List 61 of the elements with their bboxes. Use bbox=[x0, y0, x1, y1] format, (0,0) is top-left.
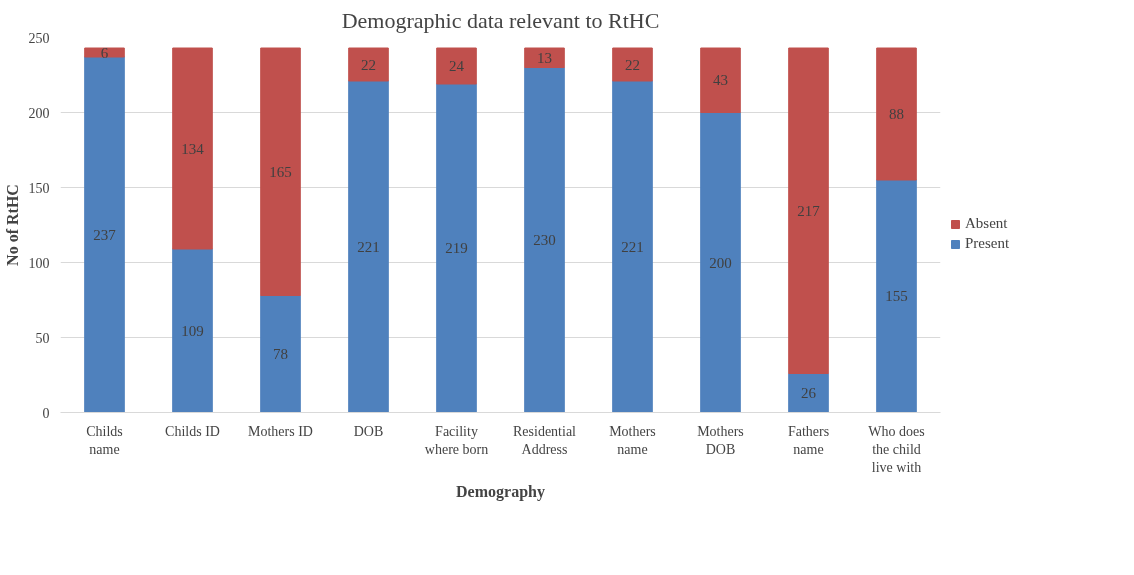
legend-label: Present bbox=[965, 235, 1010, 252]
x-tick-label: Mothers ID bbox=[248, 423, 313, 439]
bar bbox=[260, 47, 301, 296]
bar bbox=[788, 373, 829, 413]
data-label: 26 bbox=[801, 385, 817, 401]
y-axis-title: No of RtHC bbox=[3, 184, 21, 266]
bar bbox=[524, 67, 565, 413]
bar bbox=[876, 179, 917, 413]
data-label: 134 bbox=[181, 140, 205, 157]
data-label: 24 bbox=[449, 58, 465, 74]
data-label: 13 bbox=[537, 49, 552, 66]
bar bbox=[876, 47, 917, 181]
bar bbox=[172, 248, 213, 413]
bar bbox=[788, 47, 829, 374]
data-label: 43 bbox=[713, 72, 728, 89]
bar bbox=[436, 83, 477, 413]
y-tick-label: 100 bbox=[28, 255, 50, 271]
legend-label: Absent bbox=[965, 215, 1008, 232]
x-tick-label: Mothers name bbox=[609, 423, 656, 457]
data-label: 155 bbox=[885, 288, 908, 305]
y-tick-label: 200 bbox=[28, 105, 50, 121]
data-label: 6 bbox=[100, 44, 109, 61]
x-axis-title: Demography bbox=[456, 482, 545, 501]
data-label: 230 bbox=[533, 232, 556, 248]
bar bbox=[524, 47, 565, 68]
bar bbox=[172, 47, 213, 250]
x-tick-label: Mothers DOB bbox=[697, 423, 744, 457]
bar bbox=[84, 47, 125, 58]
data-label: 109 bbox=[181, 322, 204, 339]
data-label: 221 bbox=[621, 238, 644, 255]
data-label: 22 bbox=[625, 56, 640, 73]
x-tick-label: Childs ID bbox=[165, 423, 220, 439]
data-label: 237 bbox=[93, 226, 117, 243]
y-tick-label: 50 bbox=[35, 330, 50, 346]
bar bbox=[700, 47, 741, 113]
data-label: 217 bbox=[797, 202, 821, 219]
data-label: 221 bbox=[357, 238, 380, 255]
bar bbox=[612, 47, 653, 82]
data-label: 78 bbox=[273, 346, 288, 362]
data-label: 88 bbox=[889, 106, 904, 122]
bar bbox=[348, 47, 389, 82]
bar bbox=[700, 112, 741, 413]
data-label: 200 bbox=[709, 254, 732, 271]
x-tick-label: Facility where born bbox=[424, 423, 489, 457]
bar bbox=[612, 80, 653, 413]
x-tick-label: DOB bbox=[353, 423, 384, 439]
x-tick-label: Who does the child live with bbox=[868, 423, 925, 475]
data-label: 165 bbox=[269, 163, 292, 180]
data-label: 22 bbox=[361, 56, 376, 73]
bar bbox=[260, 295, 301, 413]
y-tick-label: 250 bbox=[28, 30, 50, 46]
y-tick-label: 150 bbox=[28, 180, 50, 196]
bar bbox=[436, 47, 477, 85]
x-tick-label: Childs name bbox=[86, 423, 123, 457]
chart-title: Demographic data relevant to RtHC bbox=[341, 7, 660, 33]
x-tick-label: Residential Address bbox=[513, 423, 577, 457]
bar bbox=[84, 56, 125, 413]
y-tick-label: 0 bbox=[42, 405, 50, 421]
data-label: 219 bbox=[445, 240, 468, 257]
bar bbox=[348, 80, 389, 413]
x-tick-label: Fathers name bbox=[787, 423, 830, 457]
